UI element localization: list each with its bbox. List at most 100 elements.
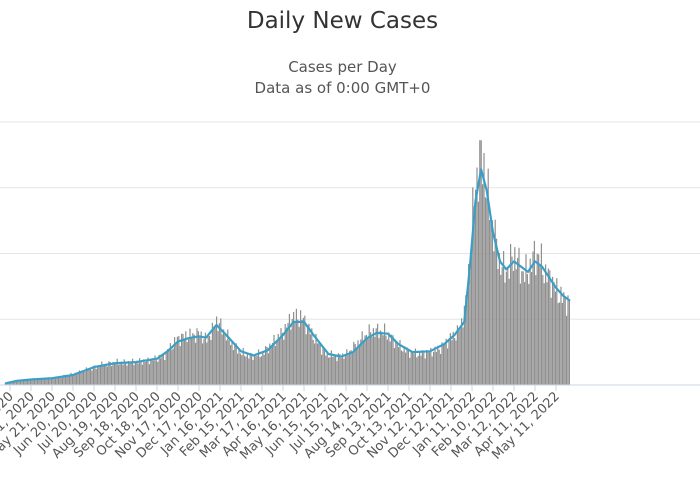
bar — [48, 377, 50, 385]
bar — [49, 378, 51, 385]
bar — [452, 331, 454, 385]
bar — [462, 327, 464, 385]
bar — [363, 342, 365, 385]
bar — [192, 333, 194, 385]
bar — [308, 323, 310, 385]
bar — [46, 378, 48, 385]
bar — [511, 256, 513, 385]
bar — [521, 271, 523, 385]
bar — [344, 356, 346, 385]
bar — [377, 323, 379, 385]
bar — [35, 378, 37, 385]
bar — [147, 357, 149, 385]
bar — [470, 247, 472, 385]
bar — [111, 366, 113, 385]
bar — [349, 351, 351, 385]
bar — [273, 334, 275, 385]
bar — [356, 347, 358, 385]
bar — [81, 370, 83, 385]
bar — [267, 353, 269, 385]
bar — [479, 140, 481, 385]
bar — [36, 378, 38, 385]
bar — [55, 376, 57, 385]
bar — [486, 198, 488, 385]
bar — [395, 341, 397, 385]
bar — [472, 187, 474, 385]
bar — [552, 276, 554, 385]
bar — [487, 168, 489, 385]
bar — [200, 331, 202, 385]
bar — [69, 376, 71, 385]
bar — [293, 312, 295, 385]
bar — [70, 372, 72, 385]
bar — [206, 342, 208, 385]
bar — [318, 343, 320, 385]
bar — [171, 349, 173, 385]
bar — [528, 283, 530, 385]
bar — [542, 274, 544, 385]
bar — [402, 351, 404, 385]
bar — [74, 372, 76, 385]
bar — [410, 350, 412, 385]
bar — [176, 336, 178, 385]
bar — [346, 349, 348, 385]
bar — [371, 337, 373, 385]
bar — [203, 339, 205, 385]
bar — [97, 365, 99, 385]
bar — [196, 328, 198, 385]
bar — [276, 340, 278, 385]
bar — [85, 367, 87, 385]
bar — [279, 339, 281, 385]
bar — [529, 258, 531, 385]
bar — [447, 348, 449, 385]
bar — [333, 355, 335, 385]
bar — [216, 316, 218, 385]
bar — [300, 310, 302, 385]
bar — [409, 357, 411, 385]
bar — [92, 366, 94, 385]
bar — [214, 328, 216, 385]
bar — [161, 355, 163, 385]
chart-title: Daily New Cases — [246, 8, 439, 34]
bar — [157, 361, 159, 385]
bar — [146, 359, 148, 385]
bar — [386, 339, 388, 385]
bar — [137, 363, 139, 385]
bar — [31, 379, 33, 385]
bar — [458, 330, 460, 385]
bar — [181, 333, 183, 385]
bar — [42, 378, 44, 385]
bar — [193, 334, 195, 385]
bar — [382, 335, 384, 385]
bar — [59, 376, 61, 385]
bar — [438, 349, 440, 385]
bar — [246, 353, 248, 385]
bar — [259, 357, 261, 385]
bar — [24, 379, 26, 385]
bar — [213, 326, 215, 385]
bar — [305, 334, 307, 385]
bar — [141, 364, 143, 385]
bar — [384, 323, 386, 385]
bar — [518, 247, 520, 385]
bar — [549, 270, 551, 385]
bar — [378, 338, 380, 385]
bar — [350, 350, 352, 385]
bar — [168, 351, 170, 385]
bar — [217, 331, 219, 385]
bar — [489, 220, 491, 385]
bar — [76, 374, 78, 385]
bar — [553, 282, 555, 385]
bar — [249, 352, 251, 385]
bar — [123, 359, 125, 385]
bar — [547, 268, 549, 385]
bar — [211, 322, 213, 385]
bar — [52, 377, 54, 385]
bar — [41, 378, 43, 385]
bar — [540, 243, 542, 385]
bar — [242, 347, 244, 385]
bar — [337, 353, 339, 385]
bar — [202, 343, 204, 385]
bar — [80, 372, 82, 385]
bar — [332, 356, 334, 385]
